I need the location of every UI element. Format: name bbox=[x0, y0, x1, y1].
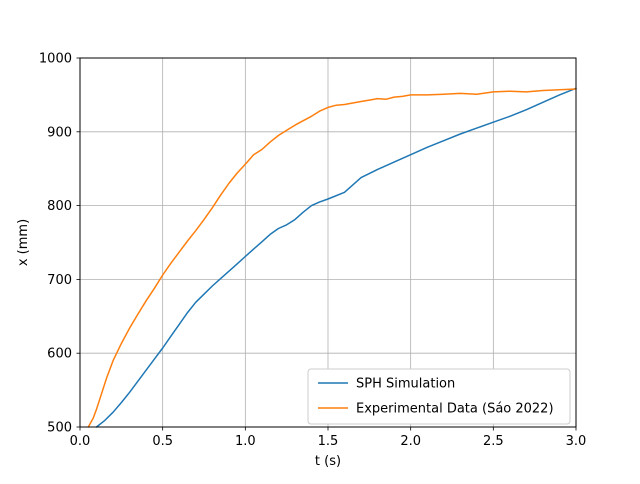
x-tick-label: 0.0 bbox=[70, 434, 91, 449]
y-tick-label: 500 bbox=[47, 421, 72, 436]
x-tick-label: 2.5 bbox=[483, 434, 504, 449]
y-tick-label: 800 bbox=[47, 199, 72, 214]
y-tick-label: 700 bbox=[47, 273, 72, 288]
x-tick-label: 0.5 bbox=[152, 434, 173, 449]
x-tick-label: 2.0 bbox=[400, 434, 421, 449]
series-line-1 bbox=[87, 88, 577, 428]
x-tick-label: 1.0 bbox=[235, 434, 256, 449]
y-tick-label: 600 bbox=[47, 347, 72, 362]
legend-box bbox=[307, 368, 571, 425]
legend-label-1: Experimental Data (Sáo 2022) bbox=[356, 402, 554, 417]
x-tick-label: 1.5 bbox=[318, 434, 339, 449]
y-tick-label: 1000 bbox=[39, 52, 72, 67]
legend-label-0: SPH Simulation bbox=[356, 377, 455, 392]
y-axis-label: x (mm) bbox=[16, 219, 31, 266]
series-line-0 bbox=[95, 87, 577, 428]
y-tick-label: 900 bbox=[47, 125, 72, 140]
x-axis-label: t (s) bbox=[315, 454, 341, 469]
x-tick-label: 3.0 bbox=[566, 434, 587, 449]
